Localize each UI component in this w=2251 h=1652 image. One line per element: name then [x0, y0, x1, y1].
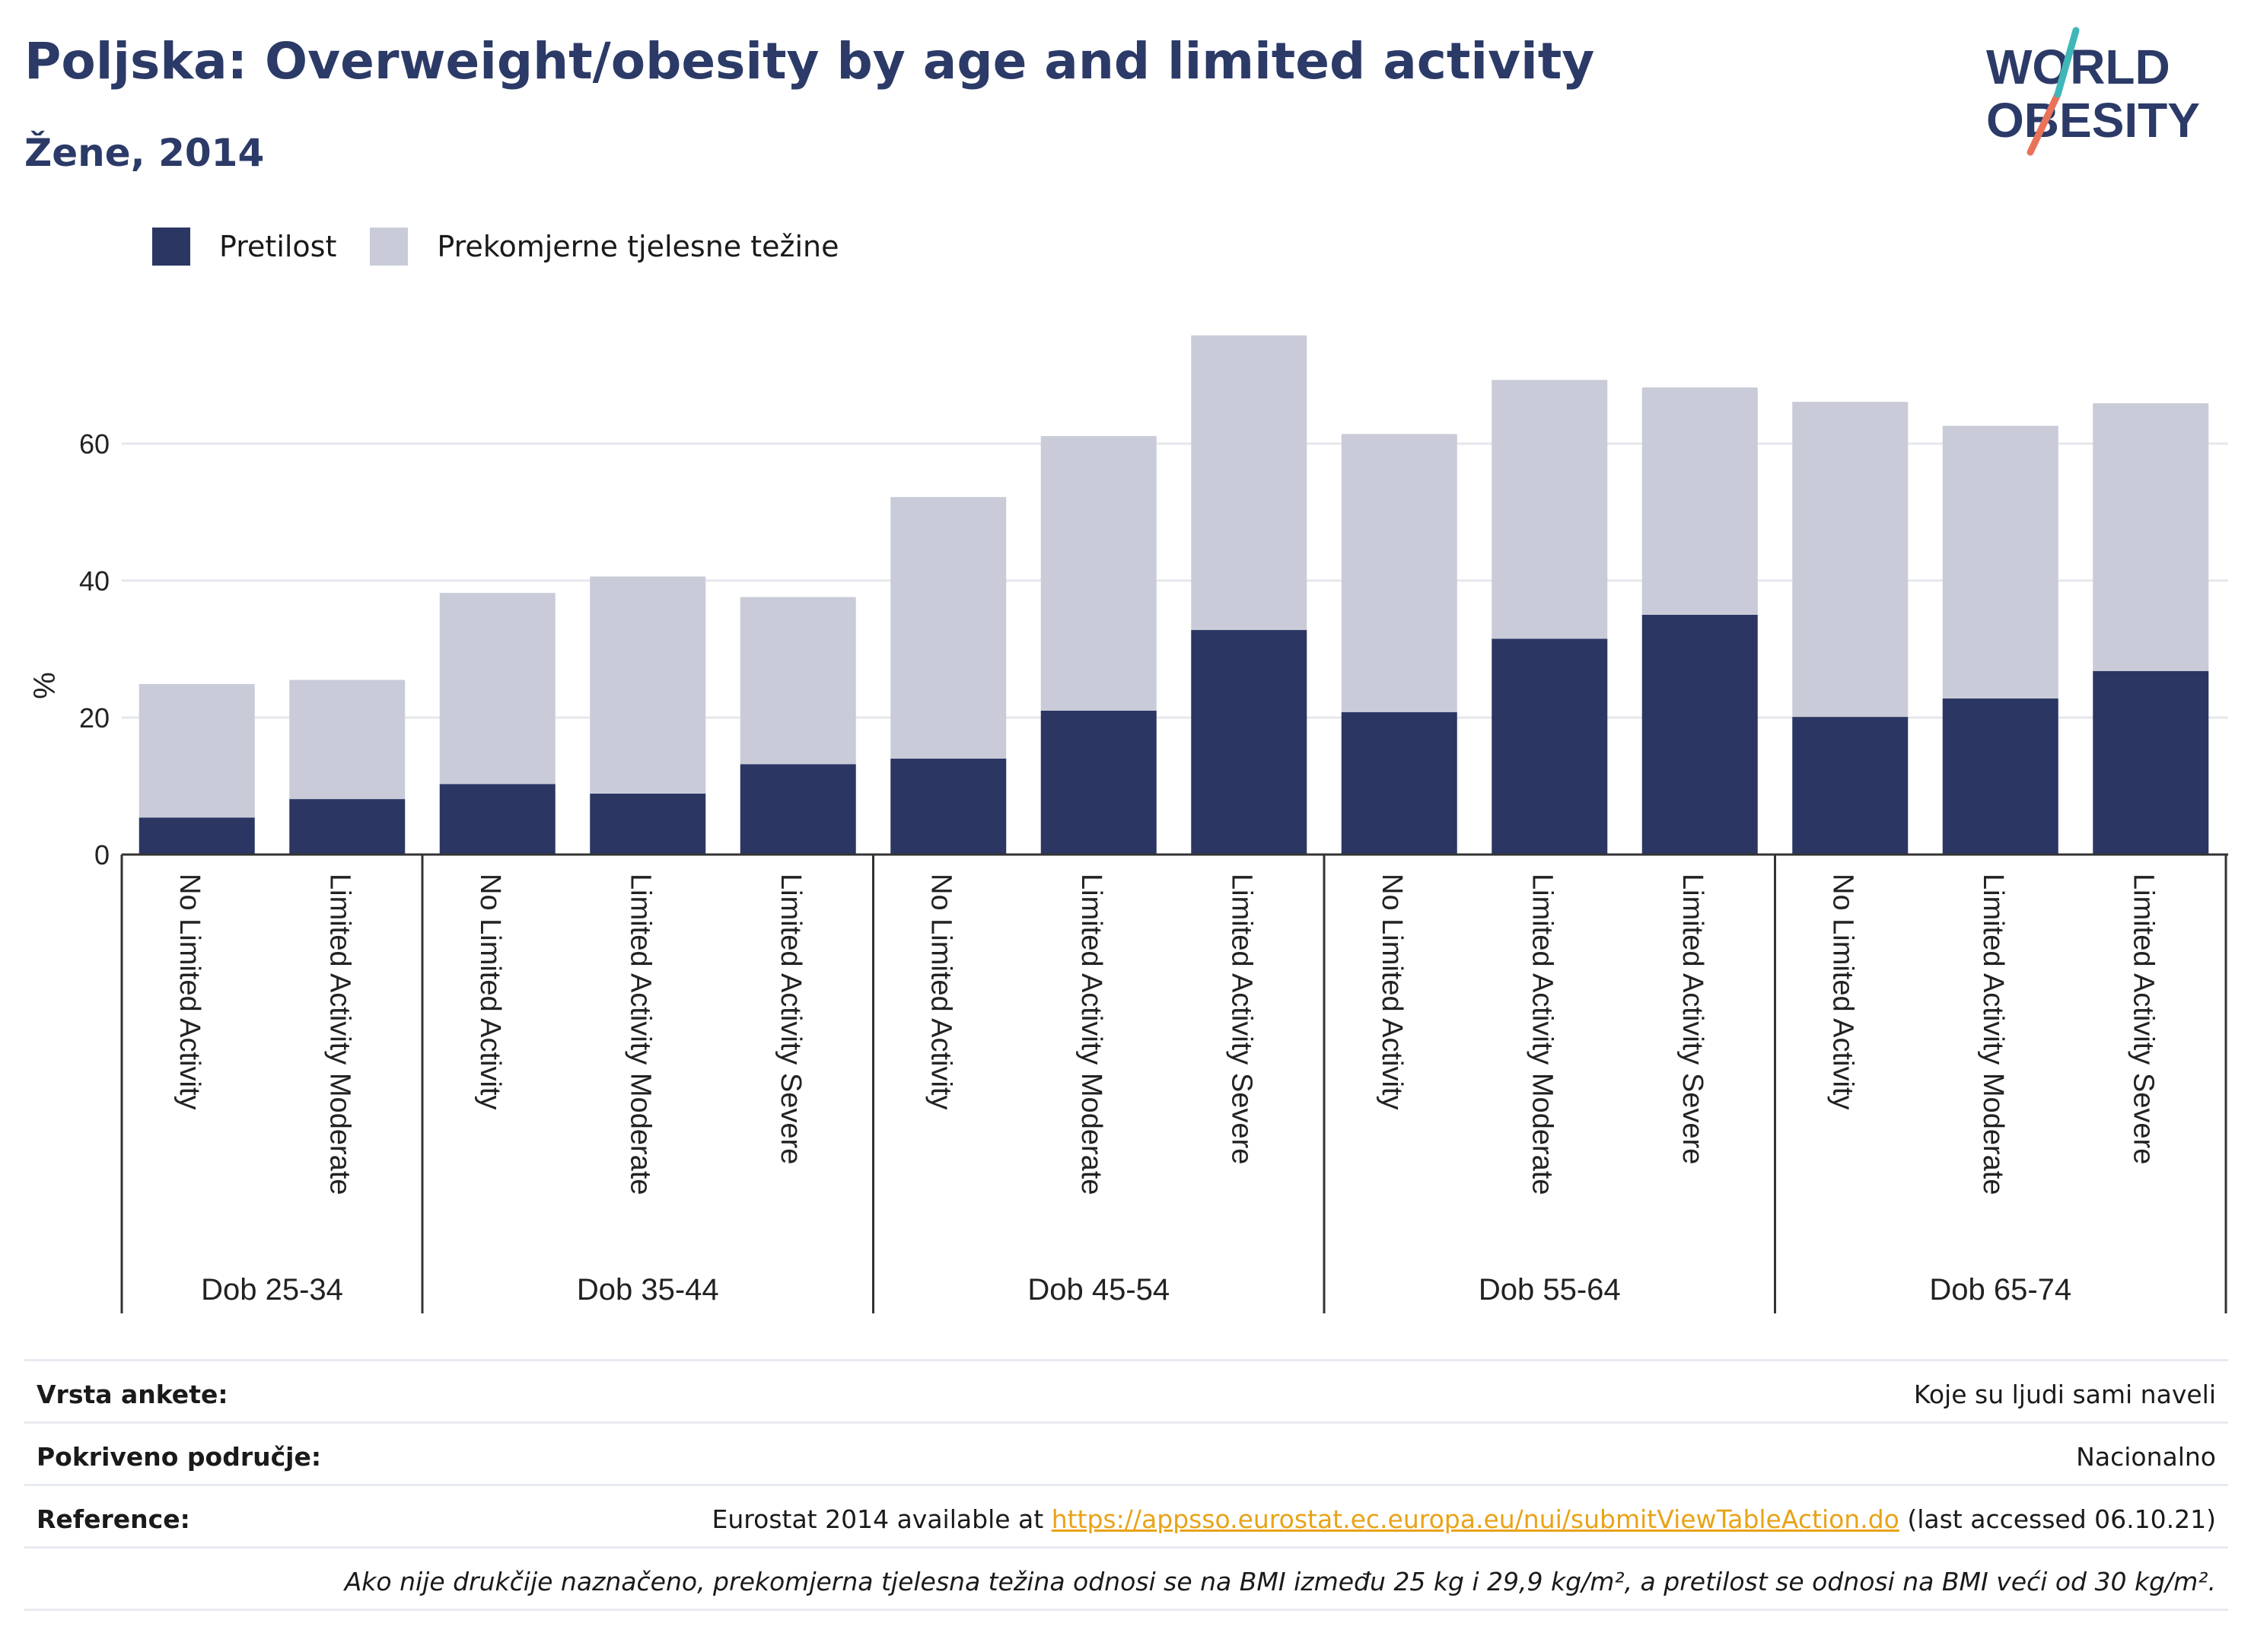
legend-swatch-overweight: [370, 228, 409, 266]
info-bottom-divider: [24, 1609, 2228, 1611]
area-label: Pokriveno područje:: [37, 1442, 322, 1472]
legend-item-overweight[interactable]: Prekomjerne tjelesne težine: [370, 228, 839, 266]
reference-value: Eurostat 2014 available at https://appss…: [712, 1504, 2216, 1534]
x-group-label: Dob 25-34: [201, 1273, 343, 1307]
survey-value: Koje su ljudi sami naveli: [1913, 1380, 2216, 1409]
bar-overweight: [1942, 425, 2058, 699]
reference-prefix: Eurostat 2014 available at: [712, 1504, 1052, 1534]
definition-note: Ako nije drukčije naznačeno, prekomjerna…: [344, 1567, 2216, 1596]
x-category-label: No Limited Activity: [474, 874, 506, 1109]
logo-line2: OBESITY: [1986, 93, 2200, 148]
bar-overweight: [289, 680, 406, 800]
info-row-note: Ako nije drukčije naznačeno, prekomjerna…: [24, 1546, 2228, 1609]
bar-obesity: [1942, 698, 2058, 855]
x-category-label: Limited Activity Severe: [2127, 874, 2159, 1164]
legend-label-overweight: Prekomjerne tjelesne težine: [437, 230, 839, 263]
bar-obesity: [740, 764, 856, 855]
x-group-label: Dob 45-54: [1027, 1273, 1170, 1307]
bar-overweight: [1492, 380, 1608, 639]
legend-item-obesity[interactable]: Pretilost: [152, 228, 336, 266]
bar-obesity: [289, 799, 406, 855]
bar-overweight: [138, 683, 255, 818]
area-value: Nacionalno: [2076, 1442, 2216, 1472]
x-group-label: Dob 65-74: [1929, 1273, 2071, 1307]
bar-overweight: [1792, 402, 1909, 718]
bar-overweight: [890, 497, 1007, 759]
bar-overweight: [1341, 434, 1457, 712]
chart-title: Poljska: Overweight/obesity by age and l…: [24, 32, 1595, 91]
bar-obesity: [1492, 638, 1608, 855]
world-obesity-logo: WORLD OBESITY: [1986, 27, 2200, 156]
y-axis-label: %: [28, 672, 62, 699]
reference-suffix: (last accessed 06.10.21): [1899, 1504, 2216, 1534]
info-row-reference: Reference: Eurostat 2014 available at ht…: [24, 1484, 2228, 1547]
reference-label: Reference:: [37, 1504, 190, 1534]
y-tick-label: 0: [94, 839, 110, 871]
x-category-label: Limited Activity Severe: [1676, 874, 1708, 1164]
bar-obesity: [890, 759, 1007, 855]
chart-subtitle: Žene, 2014: [24, 131, 265, 175]
x-category-label: Limited Activity Moderate: [1977, 874, 2009, 1195]
bar-obesity: [439, 784, 556, 855]
x-group-label: Dob 55-64: [1479, 1273, 1621, 1307]
stacked-bar-chart: 0 20 40 60% No Limited Activity Limited Activ…: [28, 335, 2228, 1313]
logo-slash-teal: [2054, 27, 2080, 98]
bar-overweight: [2093, 403, 2209, 671]
x-category-label: No Limited Activity: [174, 874, 205, 1109]
logo-line1: WORLD: [1986, 40, 2170, 94]
bar-overweight: [590, 576, 706, 794]
info-row-survey: Vrsta ankete: Koje su ljudi sami naveli: [24, 1359, 2228, 1422]
x-category-label: No Limited Activity: [925, 874, 957, 1109]
chart-legend: Pretilost Prekomjerne tjelesne težine: [152, 225, 873, 268]
bar-overweight: [439, 593, 556, 785]
bar-overweight: [740, 597, 856, 765]
bar-obesity: [590, 793, 706, 855]
bar-overweight: [1641, 387, 1758, 615]
x-group-label: Dob 35-44: [577, 1273, 719, 1307]
bar-overweight: [1191, 335, 1307, 630]
x-category-label: Limited Activity Moderate: [1075, 874, 1107, 1195]
x-category-label: Limited Activity Moderate: [624, 874, 656, 1195]
survey-label: Vrsta ankete:: [37, 1380, 228, 1409]
x-category-label: Limited Activity Moderate: [323, 874, 355, 1195]
bar-obesity: [1040, 711, 1157, 855]
bar-obesity: [2093, 670, 2209, 855]
bar-overweight: [1040, 436, 1157, 711]
x-category-label: Limited Activity Severe: [775, 874, 807, 1164]
bar-obesity: [1191, 629, 1307, 855]
bar-obesity: [138, 817, 255, 855]
x-category-label: No Limited Activity: [1376, 874, 1408, 1109]
x-category-label: No Limited Activity: [1826, 874, 1858, 1109]
y-tick-label: 40: [79, 565, 110, 597]
reference-link[interactable]: https://appsso.eurostat.ec.europa.eu/nui…: [1051, 1504, 1899, 1534]
bar-obesity: [1792, 717, 1909, 855]
x-category-label: Limited Activity Moderate: [1526, 874, 1558, 1195]
info-row-area: Pokriveno područje: Nacionalno: [24, 1421, 2228, 1485]
legend-label-obesity: Pretilost: [219, 230, 337, 263]
legend-swatch-obesity: [152, 228, 190, 266]
bar-obesity: [1641, 615, 1758, 855]
x-category-label: Limited Activity Severe: [1225, 874, 1257, 1164]
bar-obesity: [1341, 711, 1457, 855]
y-tick-label: 20: [79, 702, 110, 734]
logo-slash-red: [2027, 91, 2062, 156]
y-tick-label: 60: [79, 428, 110, 460]
